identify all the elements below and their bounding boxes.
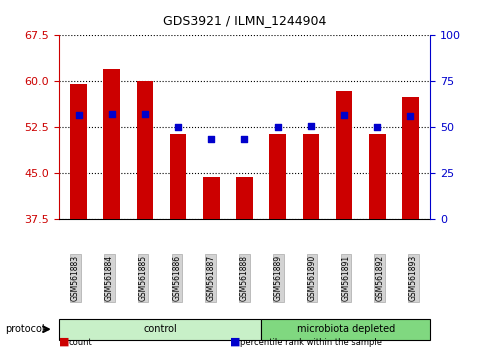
Point (273, 124, 281, 129)
Text: ■: ■ (59, 337, 69, 347)
Text: count: count (68, 338, 92, 347)
Text: percentile rank within the sample: percentile rank within the sample (239, 338, 381, 347)
Point (75, 112, 82, 118)
Text: GSM561892: GSM561892 (374, 255, 384, 301)
Text: GSM561885: GSM561885 (139, 255, 147, 301)
Bar (169, 133, 186, 219)
Point (340, 113, 347, 118)
Bar (203, 177, 219, 219)
Text: protocol: protocol (5, 324, 44, 334)
Text: GSM561893: GSM561893 (408, 255, 417, 301)
Text: GSM561887: GSM561887 (206, 255, 215, 301)
Bar (302, 133, 319, 219)
Bar (401, 97, 418, 219)
Text: GSM561886: GSM561886 (172, 255, 181, 301)
Text: GDS3921 / ILMN_1244904: GDS3921 / ILMN_1244904 (163, 14, 325, 27)
Text: GSM561891: GSM561891 (341, 255, 349, 301)
Text: ■: ■ (229, 337, 240, 347)
Bar (269, 133, 285, 219)
Point (240, 137, 248, 142)
Text: microbiota depleted: microbiota depleted (296, 324, 394, 334)
Bar (335, 91, 352, 219)
Bar (103, 69, 120, 219)
Bar (236, 177, 252, 219)
Text: GSM561889: GSM561889 (273, 255, 282, 301)
Bar (368, 133, 385, 219)
Point (141, 111, 148, 116)
Point (306, 123, 314, 129)
Text: GSM561884: GSM561884 (104, 255, 114, 301)
Text: GSM561888: GSM561888 (240, 255, 248, 301)
Point (406, 114, 413, 119)
Text: GSM561890: GSM561890 (307, 255, 316, 301)
Point (108, 111, 116, 116)
Point (207, 137, 215, 142)
Bar (70, 85, 87, 219)
Bar (136, 81, 153, 219)
Text: control: control (143, 324, 177, 334)
Text: GSM561883: GSM561883 (71, 255, 80, 301)
Point (372, 124, 380, 129)
Point (174, 124, 182, 129)
